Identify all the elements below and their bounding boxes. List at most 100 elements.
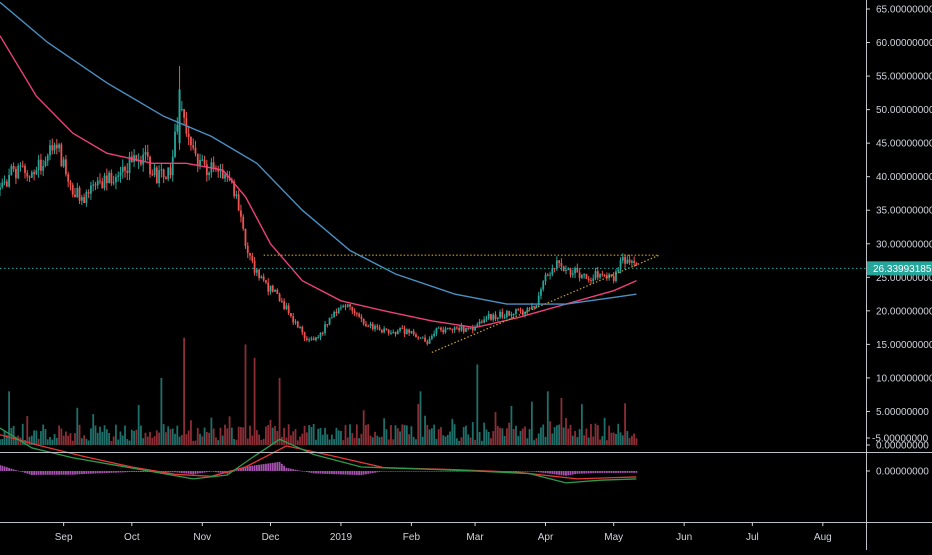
- volume-bar: [165, 432, 167, 445]
- volume-bar: [412, 436, 415, 445]
- volume-bar: [621, 435, 624, 445]
- candle-body: [524, 311, 526, 315]
- volume-bar: [60, 428, 63, 445]
- volume-bar: [262, 438, 265, 445]
- macd-histogram-bar: [367, 471, 370, 474]
- candle-body: [378, 327, 381, 330]
- candle-body: [28, 176, 31, 178]
- time-tick-label: Aug: [814, 532, 832, 543]
- macd-histogram-bar: [596, 471, 599, 474]
- macd-histogram-bar: [12, 469, 15, 471]
- volume-bar: [478, 431, 481, 445]
- candle-body: [515, 309, 517, 314]
- candle-body: [321, 333, 324, 335]
- macd-histogram-bar: [562, 471, 565, 476]
- macd-histogram-bar: [276, 462, 279, 471]
- candle-body: [80, 197, 83, 201]
- macd-tick-label: -5.00000000: [872, 434, 929, 445]
- candle-body: [15, 169, 17, 179]
- macd-histogram-bar: [440, 471, 442, 472]
- macd-histogram-bar: [294, 469, 297, 471]
- candle-body: [94, 184, 97, 186]
- candle-body: [360, 316, 363, 319]
- volume-bar: [26, 416, 29, 445]
- macd-histogram-bar: [333, 471, 336, 475]
- candle-body: [292, 316, 295, 323]
- macd-histogram-bar: [299, 470, 301, 472]
- volume-bar: [387, 439, 390, 445]
- macd-line: [0, 427, 637, 484]
- macd-histogram-bar: [40, 471, 42, 475]
- candle-body: [90, 185, 92, 194]
- volume-bar: [346, 437, 349, 445]
- macd-histogram-bar: [403, 471, 406, 472]
- macd-histogram-bar: [94, 471, 97, 474]
- price-tick-label: 5.00000000: [876, 407, 929, 418]
- volume-bar: [294, 429, 297, 445]
- candle-body: [171, 156, 174, 176]
- volume-bar: [33, 430, 35, 445]
- macd-histogram-bar: [135, 471, 138, 472]
- volume-bar: [46, 439, 49, 445]
- volume-bar: [12, 425, 15, 445]
- macd-histogram-bar: [428, 471, 431, 472]
- volume-bar: [69, 433, 72, 445]
- candle-body: [492, 314, 495, 320]
- candle-body: [542, 281, 545, 290]
- macd-histogram-bar: [62, 471, 65, 475]
- macd-histogram-bar: [560, 471, 563, 476]
- candle-body: [535, 305, 538, 308]
- macd-histogram-bar: [267, 463, 270, 471]
- volume-bar: [296, 440, 299, 445]
- macd-histogram-bar: [15, 470, 17, 471]
- candle-body: [458, 327, 461, 331]
- macd-histogram-bar: [633, 471, 636, 473]
- macd-histogram-bar: [71, 471, 74, 475]
- macd-histogram-bar: [351, 471, 354, 475]
- candle-body: [290, 313, 292, 317]
- candle-body: [365, 323, 367, 326]
- candle-body: [421, 337, 424, 339]
- candle-body: [328, 317, 331, 325]
- volume-bar: [199, 433, 201, 445]
- candle-body: [119, 172, 122, 176]
- volume-bar: [419, 391, 422, 445]
- macd-histogram-bar: [315, 471, 317, 474]
- volume-bar: [558, 424, 561, 445]
- volume-bar: [53, 434, 56, 445]
- macd-histogram-bar: [58, 471, 60, 475]
- macd-histogram-bar: [635, 471, 638, 473]
- candle-body: [396, 330, 399, 335]
- volume-bar: [155, 430, 158, 445]
- candle-body: [528, 308, 531, 310]
- volume-bar: [396, 428, 399, 445]
- candle-body: [303, 332, 306, 339]
- volume-bar: [37, 438, 40, 445]
- macd-histogram-bar: [576, 471, 579, 474]
- volume-bar: [130, 429, 133, 445]
- volume-bar: [340, 431, 342, 445]
- candle-body: [353, 310, 356, 314]
- macd-histogram-bar: [60, 471, 63, 475]
- candle-body: [265, 280, 267, 283]
- macd-histogram-bar: [3, 466, 6, 471]
- candle-body: [287, 305, 290, 314]
- macd-histogram-bar: [137, 471, 140, 472]
- macd-histogram-bar: [203, 471, 206, 473]
- macd-histogram-bar: [255, 465, 258, 471]
- macd-histogram-bar: [328, 471, 331, 475]
- candle-body: [412, 331, 415, 335]
- candle-body: [74, 194, 76, 198]
- volume-bar: [208, 432, 211, 445]
- candle-body: [67, 174, 70, 182]
- price-tick-label: 0.00000000: [876, 441, 929, 452]
- candle-body: [612, 275, 615, 281]
- macd-histogram-bar: [512, 471, 515, 472]
- volume-bar: [242, 427, 245, 445]
- candle-body: [92, 184, 95, 186]
- candle-body: [449, 327, 451, 329]
